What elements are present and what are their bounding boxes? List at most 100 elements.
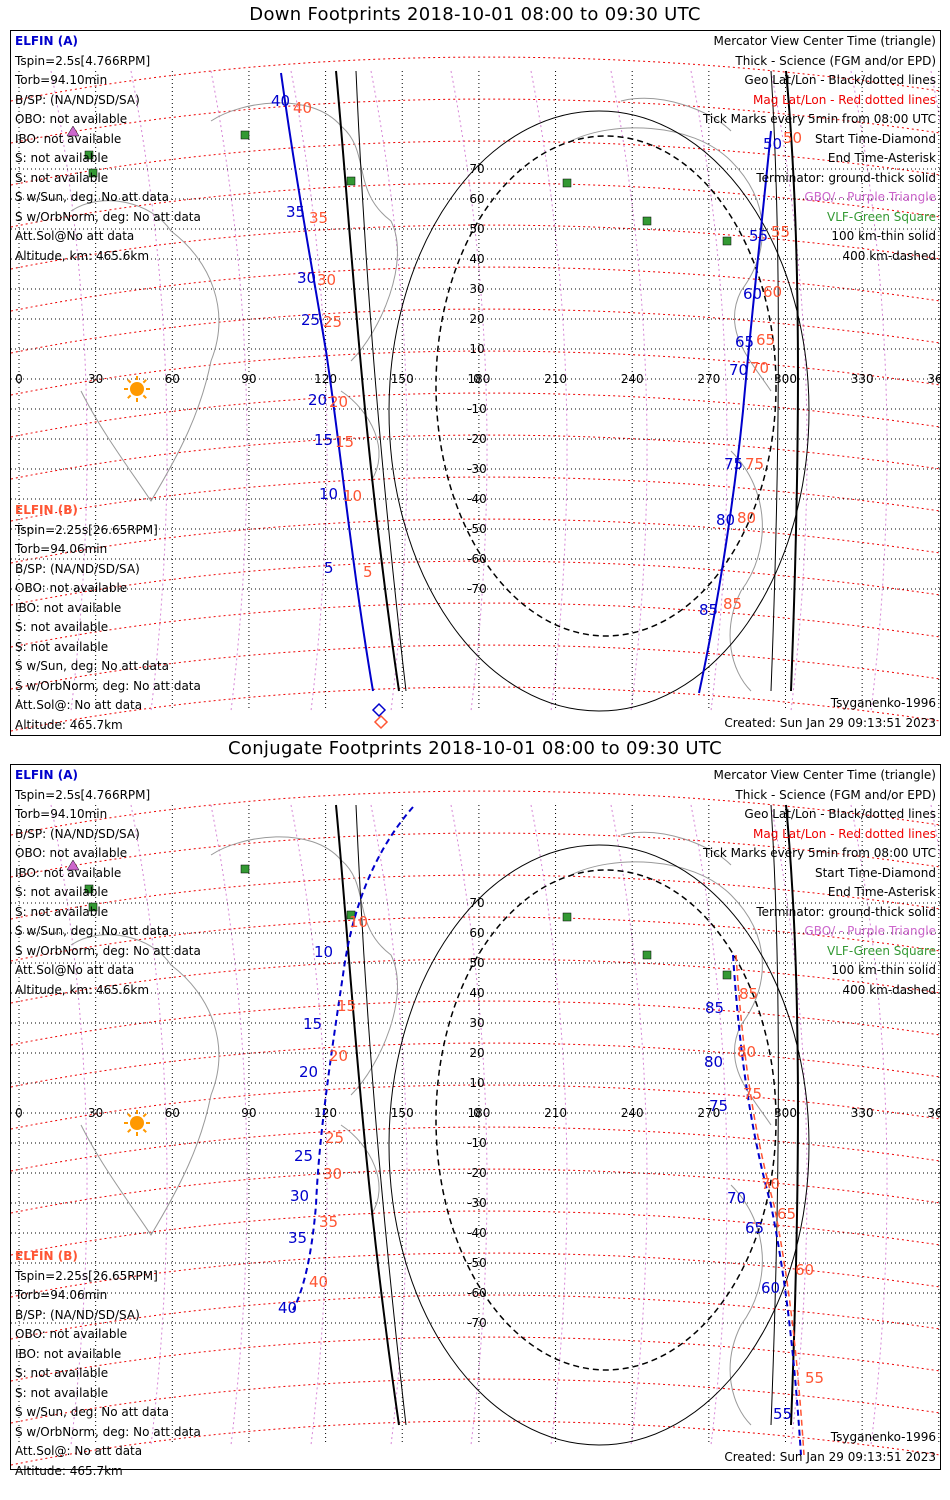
legend-line: Terminator: ground-thick solid bbox=[756, 170, 936, 185]
lon-axis-label: 360 bbox=[927, 372, 940, 386]
footprint-400km-ellipse bbox=[435, 135, 777, 637]
mag-lon-line bbox=[610, 804, 648, 1446]
elfin-a-tick-label: 55 bbox=[773, 1405, 792, 1423]
elfin-b-tick-label: 80 bbox=[737, 1043, 756, 1061]
elfin-b-tick-label: 40 bbox=[293, 99, 312, 117]
ground-line bbox=[355, 70, 407, 692]
sun-ray bbox=[142, 379, 147, 384]
elfin-b-tick-label: 15 bbox=[335, 433, 354, 451]
ground-line bbox=[770, 804, 779, 1426]
elfin-a-tick-label: 20 bbox=[299, 1063, 318, 1081]
elfin-a-header: ELFIN (A) bbox=[15, 768, 78, 782]
lat-axis-label: -30 bbox=[467, 462, 487, 476]
footprint-100km-ellipse bbox=[388, 844, 810, 1446]
elfin-a-line: S: not available bbox=[15, 151, 109, 165]
sun-ray bbox=[142, 1128, 147, 1133]
lat-axis-label: 60 bbox=[469, 192, 484, 206]
elfin-a-tick-label: 40 bbox=[278, 1299, 297, 1317]
created-label: Created: Sun Jan 29 09:13:51 2023 bbox=[724, 715, 936, 730]
mag-lon-line bbox=[530, 70, 568, 712]
elfin-b-line: Att.Sol@: No att data bbox=[15, 698, 143, 712]
elfin-b-line: S w/OrbNorm, deg: No att data bbox=[15, 1424, 201, 1439]
elfin-b-tick-label: 20 bbox=[329, 1047, 348, 1065]
elfin-a-line: OBO: not available bbox=[15, 112, 128, 126]
gbo-triangle-icon bbox=[66, 125, 80, 137]
mag-lat-line bbox=[11, 1378, 940, 1424]
elfin-b-line: OBO: not available bbox=[15, 1327, 128, 1341]
legend-line: Tick Marks every 5min from 08:00 UTC bbox=[702, 846, 936, 860]
coastline bbox=[70, 934, 220, 1236]
elfin-a-tick-label: 5 bbox=[324, 559, 334, 577]
elfin-a-line: S w/Sun, deg: No att data bbox=[15, 924, 169, 938]
mag-lat-line bbox=[11, 1252, 940, 1298]
elfin-a-tick-label: 25 bbox=[294, 1147, 313, 1165]
elfin-a-line: Altitude, km: 465.6km bbox=[15, 248, 150, 263]
model-label: Tsyganenko-1996 bbox=[830, 1430, 936, 1444]
mag-lat-line bbox=[11, 1420, 940, 1466]
elfin-a-tick-label: 65 bbox=[745, 1219, 764, 1237]
elfin-b-line: Att.Sol@: No att data bbox=[15, 1444, 143, 1458]
lon-axis-label: 300 bbox=[774, 372, 797, 386]
lon-axis-label: 210 bbox=[544, 1106, 567, 1120]
mag-lat-line bbox=[11, 434, 940, 480]
legend-block: Mercator View Center Time (triangle) Thi… bbox=[703, 32, 936, 266]
lat-axis-label: 70 bbox=[469, 162, 484, 176]
ground-line bbox=[355, 804, 407, 1426]
elfin-b-line: S: not available bbox=[15, 1385, 109, 1400]
mag-lat-line bbox=[11, 1210, 940, 1256]
elfin-a-tick-label: 65 bbox=[735, 333, 754, 351]
footprint-100km-ellipse bbox=[388, 110, 810, 712]
lat-axis-label: -20 bbox=[467, 1166, 487, 1180]
lon-axis-label: 60 bbox=[165, 1106, 180, 1120]
lon-axis-label: 60 bbox=[165, 372, 180, 386]
elfin-a-tick-label: 25 bbox=[301, 311, 320, 329]
elfin-a-line: IBO: not available bbox=[15, 131, 122, 146]
elfin-a-tick-label: 35 bbox=[288, 1229, 307, 1247]
elfin-b-line: IBO: not available bbox=[15, 600, 122, 615]
elfin-b-line: OBO: not available bbox=[15, 581, 128, 595]
lat-axis-label: 40 bbox=[469, 986, 484, 1000]
elfin-a-line: Torb=94.10min bbox=[15, 807, 108, 821]
lat-axis-label: 10 bbox=[469, 1076, 484, 1090]
elfin-a-line: S: not available bbox=[15, 170, 109, 185]
elfin-b-tick-label: 25 bbox=[323, 313, 342, 331]
elfin-a-tick-label: 85 bbox=[699, 601, 718, 619]
model-created-block: Tsyganenko-1996 Created: Sun Jan 29 09:1… bbox=[724, 694, 936, 733]
coastline bbox=[620, 831, 732, 866]
mag-lat-line bbox=[11, 874, 940, 920]
elfin-b-header: ELFIN (B) bbox=[15, 1249, 78, 1263]
elfin-a-line: S w/OrbNorm, deg: No att data bbox=[15, 943, 201, 958]
lat-axis-label: 30 bbox=[469, 282, 484, 296]
coastline bbox=[729, 450, 763, 692]
legend-line: 100 km-thin solid bbox=[831, 963, 936, 977]
elfin-a-tick-label: 40 bbox=[271, 92, 290, 110]
sun-ray bbox=[127, 394, 132, 399]
lat-axis-label: 0 bbox=[473, 1106, 481, 1120]
legend-line: Thick - Science (FGM and/or EPD) bbox=[735, 787, 936, 802]
elfin-b-tick-label: 60 bbox=[795, 1261, 814, 1279]
elfin-a-tick-label: 15 bbox=[314, 431, 333, 449]
lat-axis-label: 20 bbox=[469, 1046, 484, 1060]
ground-line bbox=[770, 70, 779, 692]
elfin-b-line: Altitude: 465.7km bbox=[15, 717, 123, 732]
panel-conjugate-footprints: 0306090120150180210240270300330360706050… bbox=[10, 764, 941, 1478]
vlf-station-square-icon bbox=[722, 236, 732, 246]
start-diamond-icon bbox=[371, 702, 387, 718]
elfin-b-line: Torb=94.06min bbox=[15, 542, 108, 556]
coastline bbox=[620, 97, 732, 132]
mag-lat-line bbox=[11, 560, 940, 606]
elfin-a-tick-label: 30 bbox=[297, 269, 316, 287]
lat-axis-label: -20 bbox=[467, 432, 487, 446]
mag-lat-line bbox=[11, 98, 940, 144]
mag-lat-line bbox=[11, 790, 940, 836]
terminator-line bbox=[785, 804, 799, 1426]
elfin-b-track bbox=[735, 954, 805, 1456]
lon-axis-label: 0 bbox=[15, 1106, 23, 1120]
lon-axis-label: 180 bbox=[467, 372, 490, 386]
elfin-b-tick-label: 85 bbox=[739, 985, 758, 1003]
legend-line: GBO/ - Purple Triangle bbox=[804, 190, 936, 204]
elfin-a-line: B/SP: (NA/ND/SD/SA) bbox=[15, 826, 140, 841]
elfin-b-line: S: not available bbox=[15, 620, 109, 634]
mag-lat-line bbox=[11, 1000, 940, 1046]
elfin-a-tick-label: 75 bbox=[709, 1097, 728, 1115]
